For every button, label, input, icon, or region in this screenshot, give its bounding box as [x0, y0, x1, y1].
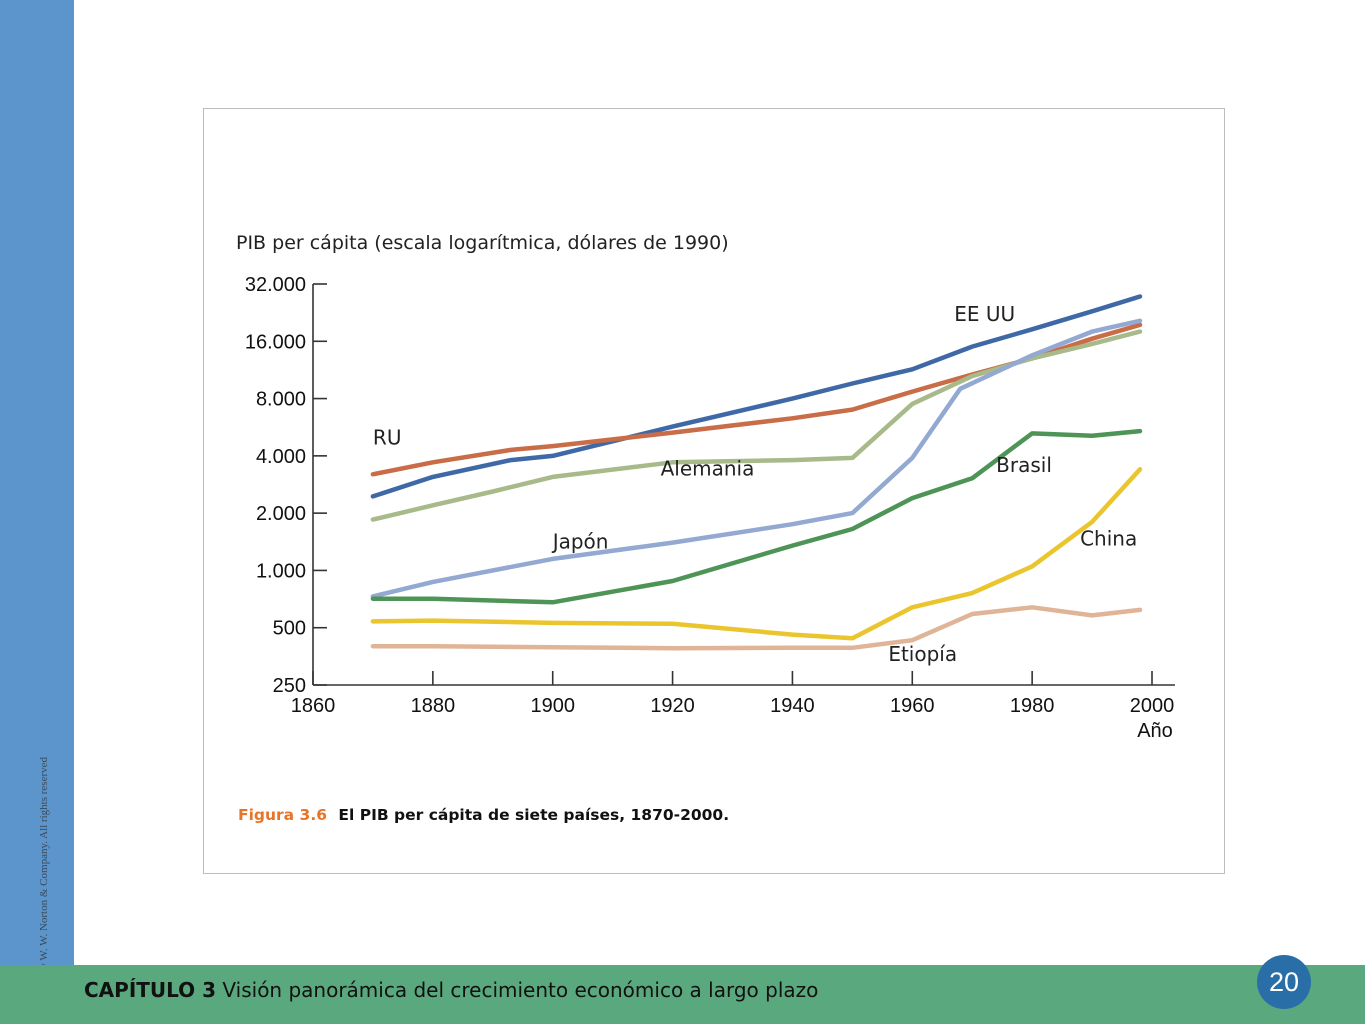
caption-text: El PIB per cápita de siete países, 1870-… — [338, 806, 730, 824]
series-label-ru: RU — [373, 425, 402, 449]
x-tick-label: 1880 — [411, 695, 456, 717]
x-tick-label: 1940 — [770, 695, 815, 717]
series-label-alemania: Alemania — [661, 457, 755, 481]
x-tick-label: 1960 — [890, 695, 935, 717]
chart-title: PIB per cápita (escala logarítmica, dóla… — [236, 232, 729, 254]
x-tick-label: 1900 — [530, 695, 575, 717]
y-ticks: 250 500 1.000 2.000 4.000 8.000 16.000 32.000 — [245, 274, 327, 697]
y-tick-label: 32.000 — [245, 274, 306, 296]
series-line-alemania — [370, 329, 1143, 522]
series-line-china — [370, 467, 1143, 641]
figure-frame — [203, 108, 1225, 874]
chapter-heading: CAPÍTULO 3 Visión panorámica del crecimi… — [84, 978, 818, 1002]
series-labels: EE UU RU Alemania Japón Brasil China Etiopía — [373, 302, 1137, 666]
series-line-ee-uu — [370, 294, 1143, 499]
y-tick-label: 16.000 — [245, 331, 306, 353]
x-axis-label: Año — [1137, 720, 1173, 742]
series-label-china: China — [1080, 527, 1137, 551]
y-tick-label: 250 — [273, 675, 306, 697]
y-tick-label: 500 — [273, 618, 306, 640]
y-tick-label: 2.000 — [256, 503, 306, 525]
chapter-title: Visión panorámica del crecimiento económ… — [222, 978, 819, 1002]
x-tick-label: 2000 — [1130, 695, 1175, 717]
x-tick-label: 1860 — [291, 695, 336, 717]
series-line-brasil — [370, 428, 1143, 605]
series-line-etiopia — [370, 605, 1143, 651]
y-tick-label: 4.000 — [256, 446, 306, 468]
series-lines — [370, 294, 1143, 651]
left-sidebar-bar — [0, 0, 74, 965]
x-ticks: 1860 1880 1900 1920 1940 1960 1980 2000 — [291, 671, 1175, 717]
series-line-japon — [370, 318, 1143, 599]
chapter-number: CAPÍTULO 3 — [84, 978, 217, 1002]
series-label-ee-uu: EE UU — [954, 302, 1015, 326]
footer-bar — [0, 965, 1365, 1024]
series-label-etiopia: Etiopía — [888, 642, 957, 666]
y-tick-label: 8.000 — [256, 389, 306, 411]
x-tick-label: 1920 — [650, 695, 695, 717]
series-label-brasil: Brasil — [996, 453, 1052, 477]
page-number-badge: 20 — [1257, 955, 1311, 1009]
x-tick-label: 1980 — [1010, 695, 1055, 717]
figure-caption: Figura 3.6 El PIB per cápita de siete pa… — [238, 806, 729, 824]
y-tick-label: 1.000 — [256, 560, 306, 582]
series-label-japon: Japón — [551, 530, 609, 554]
figure-label: Figura 3.6 — [238, 806, 327, 824]
